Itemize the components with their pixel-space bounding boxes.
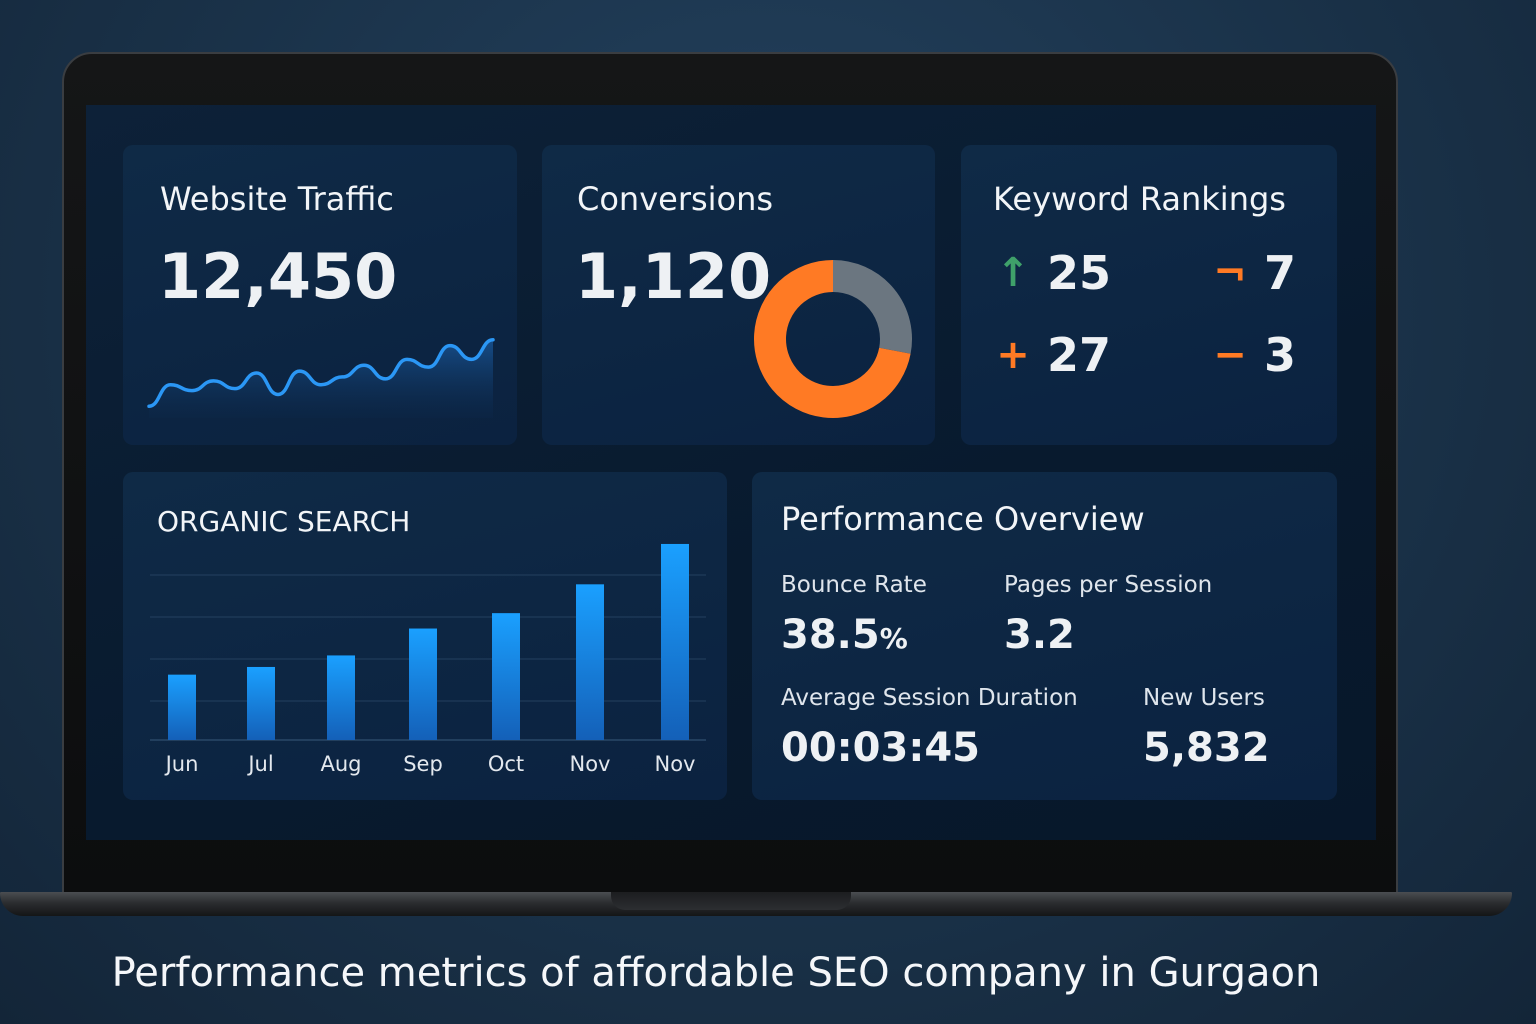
pages-per-session-value: 3.2 [1004,612,1075,658]
month-label: Sep [403,752,443,776]
avg-session-duration-label: Average Session Duration [781,685,1078,711]
laptop-base-notch [611,892,851,910]
bar-7 [661,543,689,740]
donut-slice-orange [754,260,911,418]
bounce-rate-unit: % [879,622,908,655]
keyword-corner-row: ¬ 7 [1210,246,1296,300]
new-users-value: 5,832 [1143,725,1270,771]
keyword-plus-row: + 27 [993,328,1111,382]
plus-icon: + [996,332,1030,378]
bounce-rate-value: 38.5% [781,612,908,658]
bounce-rate-label: Bounce Rate [781,572,927,598]
month-label: Nov [654,752,696,776]
performance-overview-card[interactable] [752,472,1337,800]
keyword-rankings-title: Keyword Rankings [993,180,1286,218]
traffic-sparkline-area [149,339,493,418]
bar-2 [247,666,275,740]
conversions-title: Conversions [577,180,774,218]
corner-icon: ¬ [1213,250,1247,296]
keyword-minus-value: 3 [1264,328,1297,382]
traffic-sparkline [147,338,495,418]
month-label: Nov [569,752,611,776]
conversions-donut-chart [754,260,912,418]
bounce-rate-number: 38.5 [781,612,880,658]
organic-search-bar-chart [150,543,706,741]
bar-5 [492,613,520,740]
new-users-label: New Users [1143,685,1265,711]
performance-overview-title: Performance Overview [781,500,1145,538]
pages-per-session-label: Pages per Session [1004,572,1213,598]
bar-4 [409,628,437,740]
bar-1 [168,674,196,740]
caption: Performance metrics of affordable SEO co… [111,950,1321,996]
month-label: Jul [248,752,274,776]
month-label: Jun [165,752,199,776]
month-label: Oct [487,752,525,776]
traffic-sparkline-line [147,338,495,409]
organic-search-title: ORGANIC SEARCH [157,505,411,538]
conversions-value: 1,120 [575,240,772,313]
keyword-plus-value: 27 [1047,328,1112,382]
avg-session-duration-value: 00:03:45 [781,725,980,771]
keyword-corner-value: 7 [1264,246,1297,300]
keyword-minus-row: − 3 [1210,328,1296,382]
month-label: Aug [320,752,362,776]
keyword-rankings-card[interactable] [961,145,1337,445]
minus-icon: − [1213,332,1247,378]
website-traffic-title: Website Traffic [160,180,394,218]
keyword-up-value: 25 [1047,246,1112,300]
bar-6 [576,584,604,740]
bar-3 [327,655,355,740]
keyword-up-row: ↑ 25 [993,246,1111,300]
arrow-up-icon: ↑ [996,250,1030,296]
website-traffic-value: 12,450 [158,240,398,313]
donut-slice-gray [832,260,912,354]
